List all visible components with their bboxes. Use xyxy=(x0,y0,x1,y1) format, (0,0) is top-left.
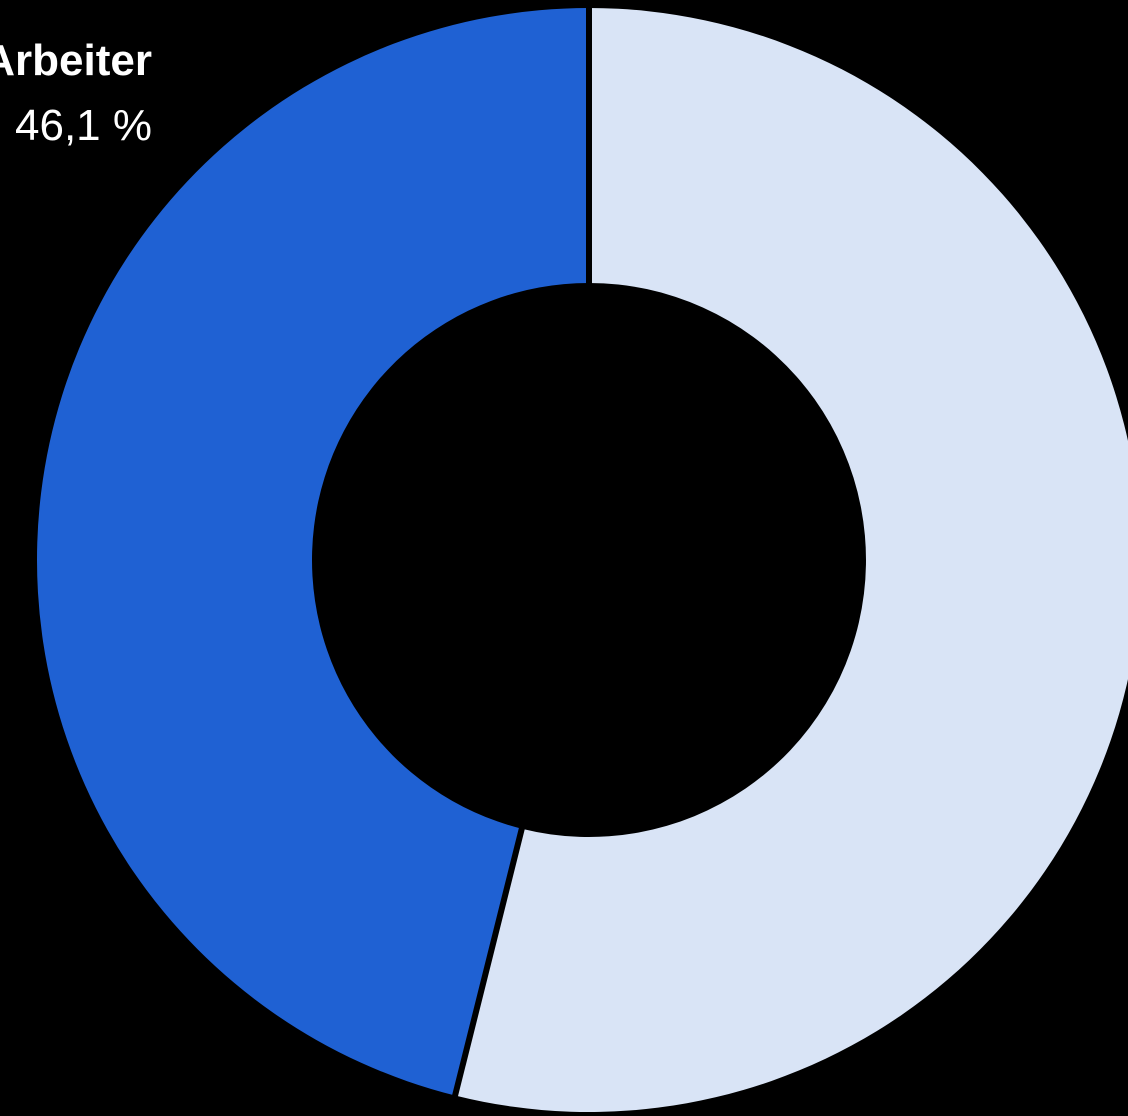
labels-layer: Arbeiter 46,1 % xyxy=(0,36,152,150)
slice-separator xyxy=(451,826,526,1099)
slice-label-value: 46,1 % xyxy=(15,101,152,150)
slices-layer xyxy=(37,6,1128,1112)
donut-slice-arbeiter xyxy=(37,8,590,1096)
donut-slice-other xyxy=(455,8,1128,1112)
slice-label-name: Arbeiter xyxy=(0,36,152,85)
